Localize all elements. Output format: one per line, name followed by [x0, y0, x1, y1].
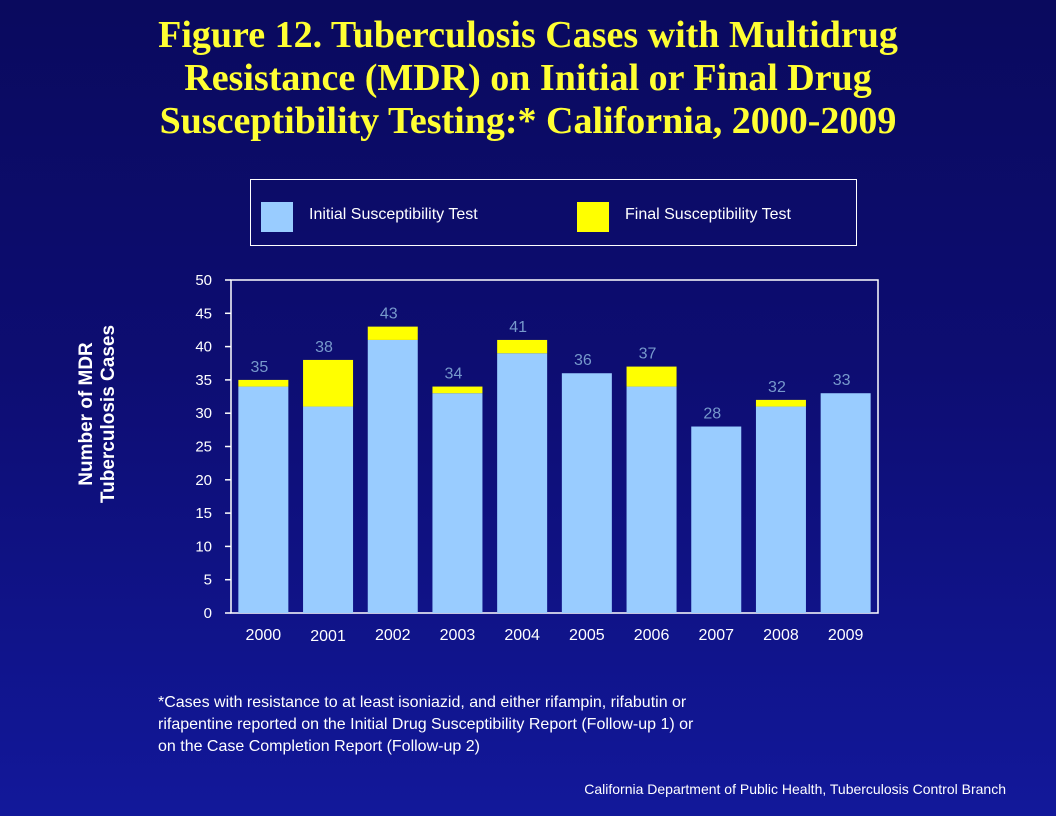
- bar-initial: [561, 373, 612, 613]
- y-tick-label: 45: [195, 305, 212, 322]
- bar-initial: [303, 406, 354, 613]
- x-tick-label: 2001: [310, 628, 346, 645]
- x-tick-label: 2000: [246, 627, 282, 644]
- bar-total-label: 43: [380, 306, 398, 323]
- bar-total-label: 32: [768, 379, 786, 396]
- chart-legend: Initial Susceptibility Test Final Suscep…: [250, 179, 857, 246]
- x-tick-label: 2004: [504, 627, 540, 644]
- bar-final: [432, 386, 483, 394]
- bar-initial: [626, 386, 677, 613]
- footnote-line: on the Case Completion Report (Follow-up…: [158, 738, 480, 755]
- bar-total-label: 41: [509, 319, 527, 336]
- bar-final: [238, 379, 289, 387]
- legend-swatch-final: [577, 202, 609, 232]
- y-tick-label: 20: [195, 472, 212, 489]
- legend-label-initial: Initial Susceptibility Test: [309, 206, 478, 223]
- footnote-line: rifapentine reported on the Initial Drug…: [158, 716, 694, 733]
- y-tick-label: 15: [195, 505, 212, 522]
- x-tick-label: 2005: [569, 627, 605, 644]
- y-tick-label: 40: [195, 339, 212, 356]
- y-tick-label: 50: [195, 272, 212, 289]
- y-tick-label: 10: [195, 538, 212, 555]
- bar-initial: [755, 406, 806, 613]
- y-tick-label: 30: [195, 405, 212, 422]
- x-tick-label: 2006: [634, 627, 670, 644]
- y-tick-label: 0: [204, 605, 212, 622]
- chart-title-line: Resistance (MDR) on Initial or Final Dru…: [184, 57, 872, 99]
- bar-final: [303, 359, 354, 407]
- bar-total-label: 33: [833, 372, 851, 389]
- bar-final: [497, 339, 548, 354]
- bar-initial: [367, 339, 418, 613]
- chart-title-line: Figure 12. Tuberculosis Cases with Multi…: [158, 14, 898, 56]
- legend-swatch-initial: [261, 202, 293, 232]
- bar-total-label: 38: [315, 339, 333, 356]
- x-tick-label: 2009: [828, 627, 864, 644]
- chart-title: Figure 12. Tuberculosis Cases with Multi…: [30, 14, 1026, 143]
- chart-title-line: Susceptibility Testing:* California, 200…: [159, 100, 897, 142]
- x-tick-label: 2002: [375, 627, 411, 644]
- x-tick-label: 2003: [440, 627, 476, 644]
- bar-total-label: 35: [250, 359, 268, 376]
- source-credit: California Department of Public Health, …: [584, 781, 1006, 797]
- legend-label-final: Final Susceptibility Test: [625, 206, 791, 223]
- footnote: *Cases with resistance to at least isoni…: [158, 692, 898, 758]
- bar-total-label: 28: [703, 406, 721, 423]
- bar-total-label: 36: [574, 352, 592, 369]
- y-tick-label: 5: [204, 572, 212, 589]
- footnote-line: *Cases with resistance to at least isoni…: [158, 694, 687, 711]
- bar-final: [626, 366, 677, 387]
- x-tick-label: 2008: [763, 627, 799, 644]
- y-tick-label: 35: [195, 372, 212, 389]
- bar-initial: [432, 393, 483, 613]
- x-tick-label: 2007: [698, 627, 734, 644]
- bar-initial: [691, 426, 742, 613]
- bar-final: [755, 399, 806, 407]
- y-tick-label: 25: [195, 439, 212, 456]
- bar-initial: [238, 386, 289, 613]
- bar-final: [367, 326, 418, 340]
- bar-initial: [497, 353, 548, 613]
- bar-initial: [820, 393, 871, 613]
- bar-total-label: 34: [445, 366, 463, 383]
- bar-total-label: 37: [639, 346, 657, 363]
